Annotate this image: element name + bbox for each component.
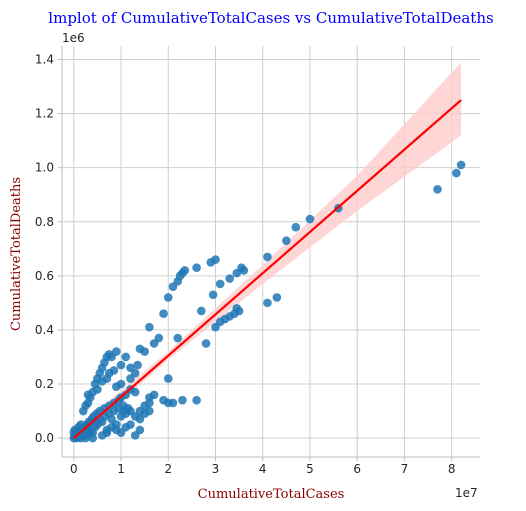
data-point [211, 255, 220, 264]
y-tick-label: 0.6 [35, 269, 54, 283]
data-point [145, 406, 154, 416]
data-point [70, 425, 80, 435]
x-tick-label: 2 [164, 462, 172, 476]
data-point [178, 395, 187, 405]
data-point [140, 347, 149, 356]
data-point [173, 333, 183, 343]
chart-title: lmplot of CumulativeTotalCases vs Cumula… [48, 9, 493, 27]
data-point [149, 390, 159, 400]
data-point [225, 274, 234, 283]
data-point [282, 236, 291, 245]
data-point [291, 222, 301, 232]
data-point [145, 398, 154, 408]
data-point [133, 360, 142, 370]
y-tick-label: 0.8 [35, 215, 54, 229]
x-tick-label: 1 [117, 462, 125, 476]
y-tick-label: 1.4 [35, 53, 54, 67]
data-point [112, 347, 121, 356]
x-axis-label: CumulativeTotalCases [198, 487, 345, 502]
data-point [130, 431, 140, 440]
data-point [93, 385, 102, 394]
scatter-points [69, 160, 466, 443]
x-tick-label: 4 [259, 462, 267, 476]
data-point [208, 290, 218, 300]
data-point [86, 428, 95, 437]
x-offset-label: 1e7 [455, 486, 478, 500]
data-point [433, 185, 442, 194]
data-point [239, 266, 249, 275]
x-tick-label: 5 [306, 462, 314, 476]
data-point [112, 382, 121, 391]
data-point [452, 168, 461, 178]
data-point [126, 363, 135, 373]
data-point [83, 390, 93, 400]
data-point [163, 398, 173, 408]
axes: 0 1 2 3 4 5 6 7 8 0.0 0.2 0.4 0.6 0.8 1.0 1.2 1.4 [35, 46, 480, 476]
data-point [192, 395, 201, 405]
regression-line [73, 99, 462, 439]
data-point [263, 252, 272, 262]
data-point [163, 293, 173, 302]
data-point [263, 298, 272, 308]
data-point [109, 366, 119, 375]
data-point [145, 322, 154, 332]
y-axis-label: CumulativeTotalDeaths [9, 177, 24, 331]
y-offset-label: 1e6 [62, 31, 85, 45]
data-point [272, 293, 282, 302]
data-point [180, 266, 190, 275]
data-point [192, 263, 201, 273]
x-tick-label: 3 [212, 462, 220, 476]
data-point [130, 387, 140, 397]
y-tick-label: 0.0 [35, 431, 54, 445]
data-point [456, 160, 466, 170]
data-point [71, 433, 81, 443]
x-tick-label: 7 [401, 462, 409, 476]
x-tick-label: 8 [448, 462, 456, 476]
data-point [154, 333, 164, 343]
data-point [232, 303, 242, 313]
y-tick-label: 1.2 [35, 107, 54, 121]
data-point [305, 214, 315, 224]
data-point [197, 306, 206, 316]
data-point [119, 401, 128, 410]
data-point [215, 279, 225, 289]
data-point [135, 414, 145, 424]
data-point [121, 352, 131, 362]
data-point [116, 360, 126, 370]
data-point [201, 339, 211, 348]
data-point [159, 309, 168, 318]
x-tick-label: 6 [353, 462, 361, 476]
x-tick-label: 0 [70, 462, 78, 476]
regression-line-path [73, 99, 462, 439]
data-point [81, 401, 90, 410]
y-tick-label: 0.4 [35, 323, 54, 337]
y-tick-label: 0.2 [35, 377, 54, 391]
data-point [97, 431, 107, 440]
data-point [163, 374, 173, 383]
y-tick-label: 1.0 [35, 161, 54, 175]
